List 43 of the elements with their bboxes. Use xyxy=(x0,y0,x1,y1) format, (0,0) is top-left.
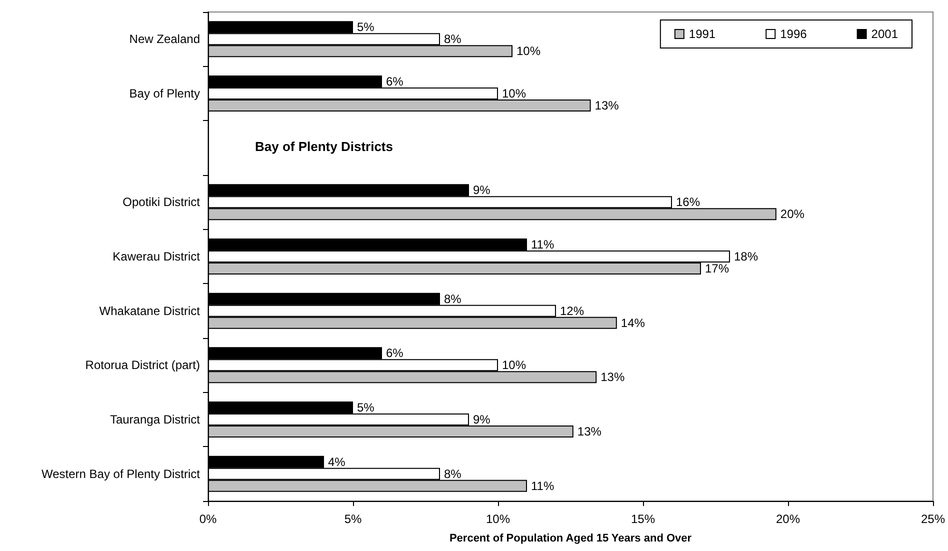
data-label: 20% xyxy=(780,207,805,222)
x-tick-label: 20% xyxy=(776,512,800,526)
data-label: 10% xyxy=(502,86,526,100)
y-tick-label: Tauranga District xyxy=(110,412,201,426)
y-tick-label: Rotorua District (part) xyxy=(85,358,200,372)
data-label: 13% xyxy=(594,98,620,112)
data-label: 13% xyxy=(577,424,602,438)
data-label: 9% xyxy=(472,412,491,426)
x-tick-label: 15% xyxy=(630,512,656,526)
data-label: 8% xyxy=(444,32,462,46)
annotation: Bay of Plenty Districts xyxy=(255,138,393,154)
y-tick-label: Opotiki District xyxy=(122,195,201,210)
data-label: 5% xyxy=(357,400,375,414)
data-label: 6% xyxy=(386,74,404,88)
data-label: 13% xyxy=(600,370,625,384)
data-label: 8% xyxy=(444,292,462,306)
legend-label: 1996 xyxy=(780,27,808,41)
x-tick-label: 5% xyxy=(344,512,362,526)
data-label: 10% xyxy=(516,44,541,58)
y-tick-label: New Zealand xyxy=(129,32,200,46)
x-tick-label: 10% xyxy=(486,512,510,526)
data-label: 14% xyxy=(620,316,646,330)
data-label: 10% xyxy=(502,358,526,372)
data-label: 16% xyxy=(676,195,700,210)
x-tick-label: 0% xyxy=(199,512,217,526)
data-label: 18% xyxy=(734,250,758,264)
data-label: 12% xyxy=(560,304,584,318)
data-label: 9% xyxy=(472,183,491,198)
y-tick-label: Western Bay of Plenty District xyxy=(42,466,201,481)
x-tick-label: 25% xyxy=(920,512,946,526)
data-label: 8% xyxy=(444,466,462,481)
data-label: 11% xyxy=(530,238,554,252)
data-label: 4% xyxy=(328,454,346,469)
data-label: 17% xyxy=(704,262,730,276)
data-label: 11% xyxy=(530,478,554,493)
y-tick-label: Kawerau District xyxy=(112,250,201,264)
y-tick-label: Whakatane District xyxy=(99,304,201,318)
data-label: 5% xyxy=(357,20,375,34)
legend-label: 2001 xyxy=(871,27,898,41)
data-label: 6% xyxy=(386,346,404,360)
y-tick-label: Bay of Plenty xyxy=(129,86,200,100)
x-axis-title: Percent of Population Aged 15 Years and Over xyxy=(449,532,692,544)
legend-label: 1991 xyxy=(688,27,716,41)
